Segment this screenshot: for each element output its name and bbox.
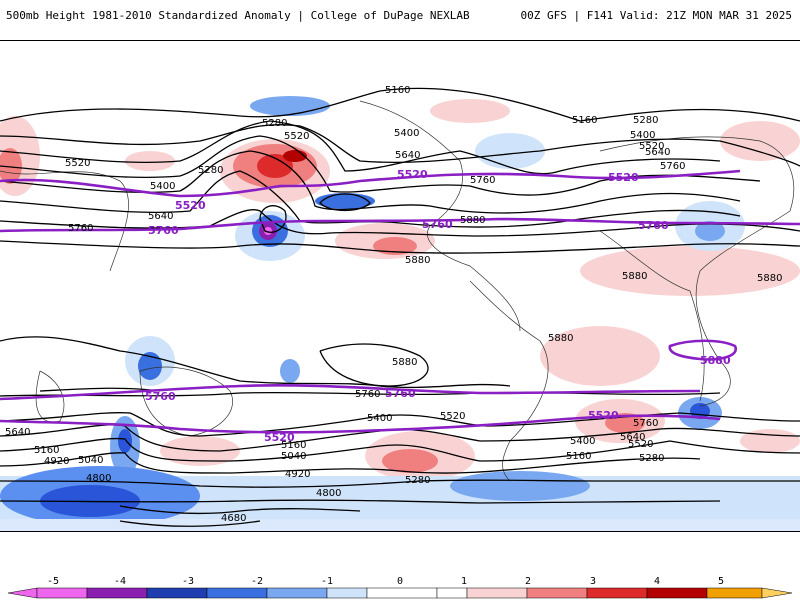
colorbar-svg [7,587,793,599]
colorbar-underflow [7,587,38,599]
colorbar-tick-label: -1 [320,576,334,587]
map-title: 500mb Height 1981-2010 Standardized Anom… [6,9,470,22]
anomaly-map: 5160 5280 5400 5520 5640 5760 5880 5160 … [0,40,800,532]
svg-text:5040: 5040 [281,451,306,462]
colorbar-tick-label: -3 [181,576,195,587]
svg-text:5520: 5520 [608,171,639,184]
svg-text:5520: 5520 [175,199,206,212]
svg-text:5760: 5760 [148,224,179,237]
colorbar [0,532,800,600]
svg-text:5760: 5760 [638,219,669,232]
svg-text:4920: 4920 [44,456,69,467]
svg-text:5400: 5400 [394,128,419,139]
svg-text:5160: 5160 [34,445,59,456]
header: 500mb Height 1981-2010 Standardized Anom… [0,0,800,40]
colorbar-tick-label: 0 [396,576,404,587]
svg-text:5760: 5760 [422,218,453,231]
svg-text:5160: 5160 [385,85,410,96]
svg-text:5160: 5160 [281,440,306,451]
model-valid-time: 00Z GFS | F141 Valid: 21Z MON MAR 31 202… [520,9,792,22]
svg-text:5280: 5280 [262,118,287,129]
contour-labels: 5160 5280 5400 5520 5640 5760 5880 5160 … [5,85,782,524]
svg-text:5640: 5640 [395,150,420,161]
svg-text:5280: 5280 [198,165,223,176]
colorbar-tick-label: 1 [460,576,468,587]
svg-text:5760: 5760 [355,389,380,400]
svg-text:5880: 5880 [392,357,417,368]
svg-text:5640: 5640 [5,427,30,438]
svg-text:5160: 5160 [566,451,591,462]
svg-text:5760: 5760 [68,223,93,234]
svg-text:5160: 5160 [572,115,597,126]
svg-text:5640: 5640 [620,432,645,443]
positive-anomaly-shading [0,99,800,481]
svg-text:5040: 5040 [78,455,103,466]
svg-text:5520: 5520 [284,131,309,142]
svg-text:5520: 5520 [588,409,619,422]
svg-text:4800: 4800 [86,473,111,484]
colorbar-tick-label: -5 [46,576,60,587]
svg-text:4920: 4920 [285,469,310,480]
colorbar-overflow [761,587,793,599]
svg-text:5640: 5640 [148,211,173,222]
svg-text:5280: 5280 [633,115,658,126]
svg-text:5880: 5880 [405,255,430,266]
colorbar-tick-label: -2 [250,576,264,587]
svg-text:5520: 5520 [264,431,295,444]
svg-text:5400: 5400 [150,181,175,192]
svg-text:5280: 5280 [639,453,664,464]
svg-text:5640: 5640 [645,147,670,158]
svg-text:5520: 5520 [628,439,653,450]
colorbar-tick-label: -4 [113,576,127,587]
svg-text:5880: 5880 [700,354,731,367]
highlight-labels: 5520 5760 5520 5760 5520 5760 5880 5760 … [145,168,731,444]
svg-text:5520: 5520 [65,158,90,169]
svg-text:5520: 5520 [397,168,428,181]
svg-text:5520: 5520 [639,141,664,152]
svg-text:5400: 5400 [367,413,392,424]
svg-text:5760: 5760 [660,161,685,172]
svg-text:5760: 5760 [385,387,416,400]
svg-text:5760: 5760 [633,418,658,429]
colorbar-tick-label: 3 [589,576,597,587]
svg-text:5880: 5880 [622,271,647,282]
svg-text:4800: 4800 [316,488,341,499]
svg-text:5760: 5760 [145,390,176,403]
svg-text:5880: 5880 [460,215,485,226]
svg-text:5400: 5400 [630,130,655,141]
svg-text:5280: 5280 [405,475,430,486]
svg-text:5520: 5520 [440,411,465,422]
colorbar-tick-label: 2 [524,576,532,587]
svg-text:5880: 5880 [548,333,573,344]
svg-text:4680: 4680 [221,513,246,524]
colorbar-tick-label: 4 [653,576,661,587]
svg-text:5760: 5760 [470,175,495,186]
highlight-contours [0,169,800,434]
map-canvas: 5160 5280 5400 5520 5640 5760 5880 5160 … [0,41,800,531]
colorbar-tick-label: 5 [717,576,725,587]
svg-text:5400: 5400 [570,436,595,447]
svg-text:5880: 5880 [757,273,782,284]
